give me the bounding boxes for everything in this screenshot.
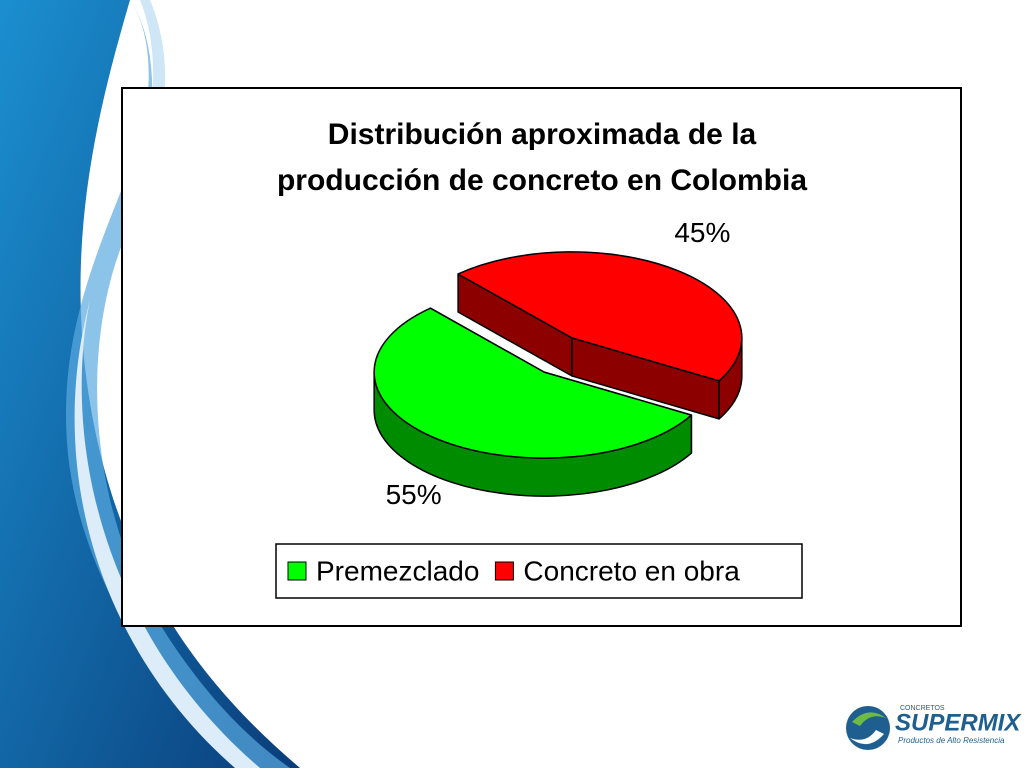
- legend-swatch: [287, 561, 307, 581]
- data-label: 45%: [674, 217, 730, 248]
- legend-label: Concreto en obra: [523, 555, 740, 586]
- data-label: 55%: [386, 479, 442, 510]
- chart-title: Distribución aproximada de la producción…: [276, 118, 808, 197]
- legend: [275, 543, 803, 599]
- logo-mark: [846, 706, 890, 750]
- title-box: Distribución aproximada de la producción…: [276, 118, 808, 197]
- legend-swatch: [494, 561, 514, 581]
- legend-items: Premezclado Concreto en obra: [287, 555, 740, 586]
- logo: CONCRETOS SUPERMIX Productos de Alto Res…: [846, 705, 1022, 750]
- slice: [457, 251, 743, 382]
- slice: [373, 307, 693, 459]
- logo-tagline: Productos de Alto Resistencia: [898, 736, 1005, 745]
- logo-small: CONCRETOS: [900, 705, 945, 712]
- legend-label: Premezclado: [316, 555, 479, 586]
- pie: [373, 251, 743, 497]
- logo-name: SUPERMIX: [895, 709, 1022, 736]
